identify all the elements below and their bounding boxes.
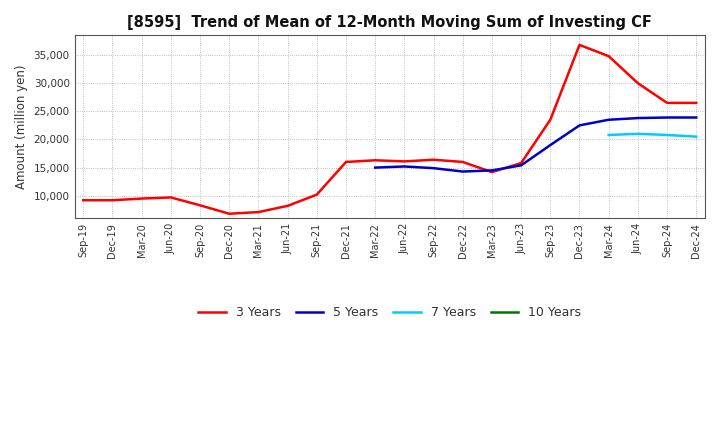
5 Years bbox=[371, 165, 379, 170]
3 Years bbox=[604, 54, 613, 59]
3 Years bbox=[429, 157, 438, 162]
3 Years bbox=[166, 195, 175, 200]
7 Years bbox=[662, 132, 671, 138]
Line: 3 Years: 3 Years bbox=[84, 45, 696, 214]
5 Years bbox=[692, 115, 701, 120]
7 Years bbox=[604, 132, 613, 138]
3 Years bbox=[312, 192, 321, 197]
5 Years bbox=[487, 168, 496, 173]
3 Years bbox=[575, 42, 584, 48]
5 Years bbox=[575, 123, 584, 128]
5 Years bbox=[517, 163, 526, 168]
3 Years bbox=[459, 159, 467, 165]
5 Years bbox=[400, 164, 409, 169]
Legend: 3 Years, 5 Years, 7 Years, 10 Years: 3 Years, 5 Years, 7 Years, 10 Years bbox=[193, 301, 586, 324]
3 Years bbox=[371, 158, 379, 163]
5 Years bbox=[662, 115, 671, 120]
3 Years bbox=[283, 203, 292, 209]
5 Years bbox=[429, 165, 438, 171]
Line: 5 Years: 5 Years bbox=[375, 117, 696, 172]
3 Years bbox=[400, 159, 409, 164]
3 Years bbox=[634, 81, 642, 86]
3 Years bbox=[342, 159, 351, 165]
3 Years bbox=[108, 198, 117, 203]
5 Years bbox=[459, 169, 467, 174]
3 Years bbox=[692, 100, 701, 106]
5 Years bbox=[546, 143, 554, 148]
7 Years bbox=[692, 134, 701, 139]
Y-axis label: Amount (million yen): Amount (million yen) bbox=[15, 65, 28, 189]
3 Years bbox=[79, 198, 88, 203]
Title: [8595]  Trend of Mean of 12-Month Moving Sum of Investing CF: [8595] Trend of Mean of 12-Month Moving … bbox=[127, 15, 652, 30]
3 Years bbox=[487, 169, 496, 175]
3 Years bbox=[196, 203, 204, 208]
5 Years bbox=[634, 115, 642, 121]
3 Years bbox=[517, 161, 526, 166]
3 Years bbox=[138, 196, 146, 201]
3 Years bbox=[546, 117, 554, 122]
3 Years bbox=[662, 100, 671, 106]
Line: 7 Years: 7 Years bbox=[608, 134, 696, 137]
3 Years bbox=[225, 211, 233, 216]
5 Years bbox=[604, 117, 613, 122]
7 Years bbox=[634, 131, 642, 136]
3 Years bbox=[254, 209, 263, 215]
